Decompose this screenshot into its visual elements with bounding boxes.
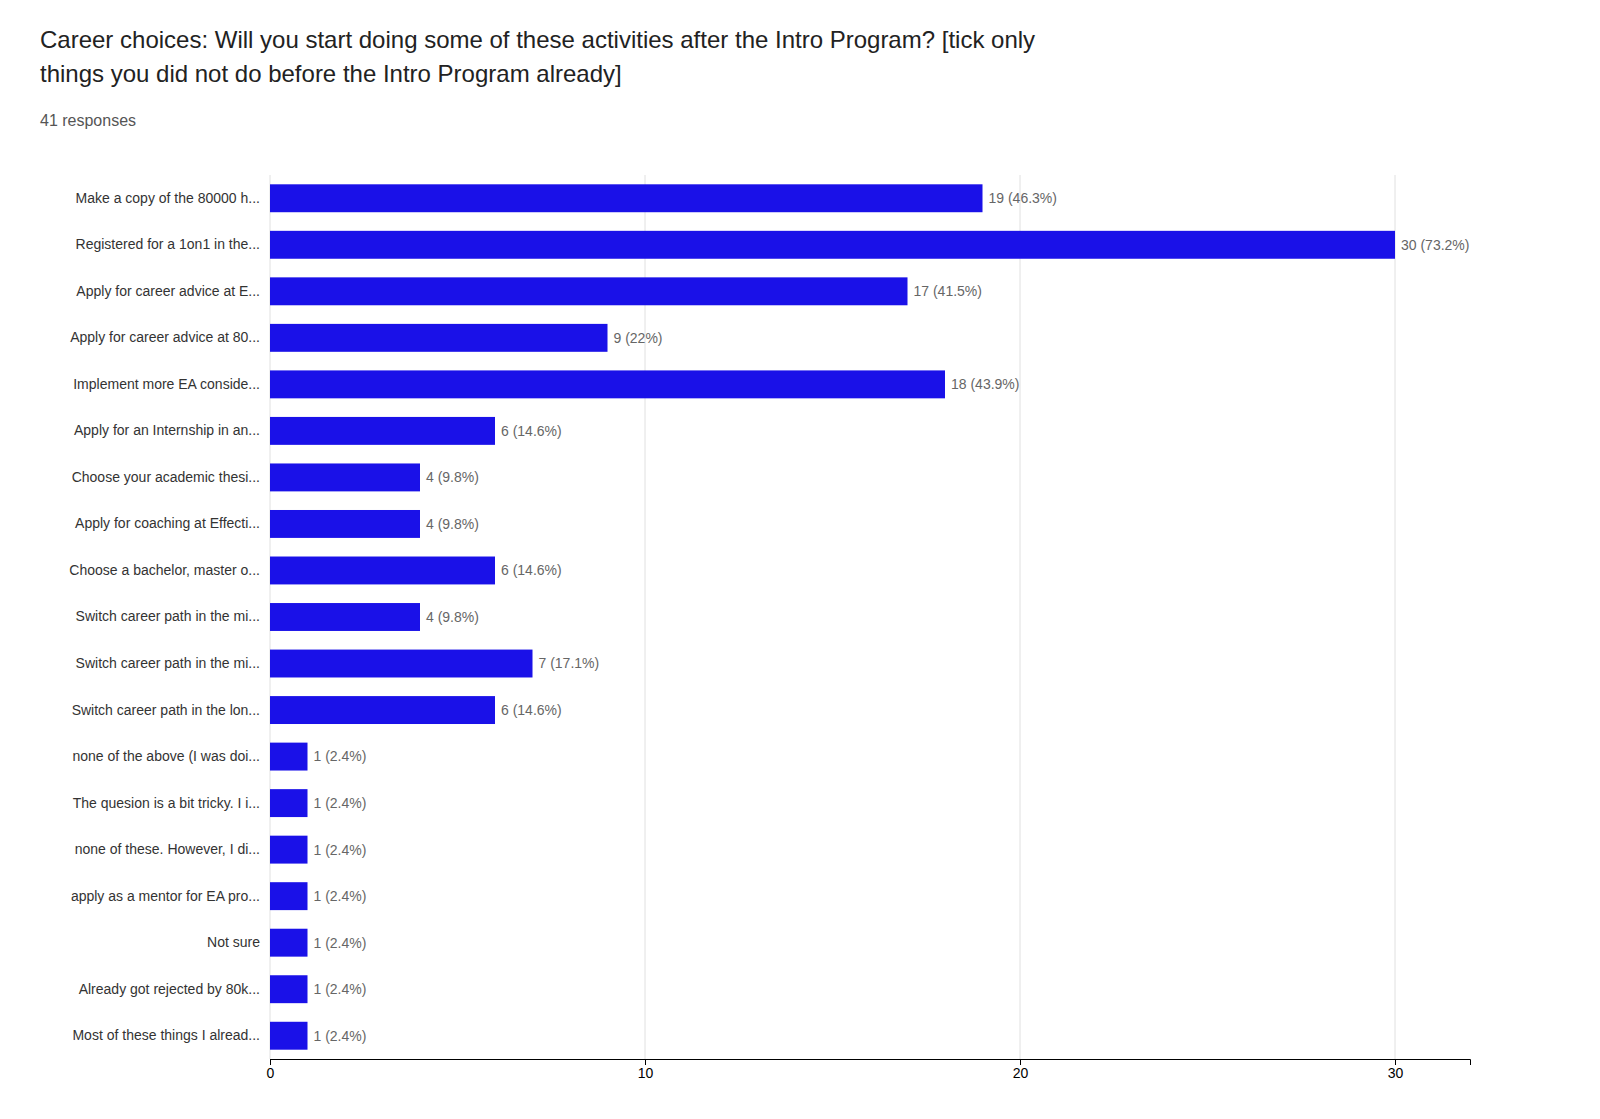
y-tick: Switch career path in the mi... bbox=[76, 655, 260, 671]
x-tick: 0 bbox=[267, 1059, 275, 1081]
x-tick: 30 bbox=[1388, 1059, 1404, 1081]
bar bbox=[270, 975, 308, 1003]
bar bbox=[270, 231, 1395, 259]
y-tick-label: Registered for a 1on1 in the... bbox=[76, 236, 260, 252]
data-label: 19 (46.3%) bbox=[989, 190, 1057, 206]
data-label: 1 (2.4%) bbox=[314, 935, 367, 951]
y-tick: Switch career path in the lon... bbox=[72, 702, 260, 718]
bar bbox=[270, 603, 420, 631]
bar bbox=[270, 463, 420, 491]
subtitle: 41 responses bbox=[40, 112, 136, 129]
x-tick-label: 0 bbox=[267, 1065, 275, 1081]
bars bbox=[270, 184, 1395, 1049]
grid-line bbox=[1020, 175, 1021, 1059]
x-tick-label: 30 bbox=[1388, 1065, 1404, 1081]
bar bbox=[270, 836, 308, 864]
x-tick-label: 20 bbox=[1013, 1065, 1029, 1081]
data-label: 1 (2.4%) bbox=[314, 1028, 367, 1044]
bar bbox=[270, 277, 908, 305]
bar bbox=[270, 324, 608, 352]
data-label: 1 (2.4%) bbox=[314, 888, 367, 904]
bar bbox=[270, 184, 983, 212]
x-tick: 20 bbox=[1013, 1059, 1029, 1081]
grid-line bbox=[1395, 175, 1396, 1059]
y-tick: Already got rejected by 80k... bbox=[79, 981, 260, 997]
y-tick-label: Apply for career advice at E... bbox=[76, 283, 260, 299]
y-tick: The quesion is a bit tricky. I i... bbox=[73, 795, 260, 811]
chart: Career choices: Will you start doing som… bbox=[0, 0, 1600, 1119]
y-tick: Choose your academic thesi... bbox=[72, 469, 260, 485]
y-tick: none of the above (I was doi... bbox=[72, 748, 260, 764]
y-tick: Apply for an Internship in an... bbox=[74, 422, 260, 438]
y-tick-label: Already got rejected by 80k... bbox=[79, 981, 260, 997]
data-label: 17 (41.5%) bbox=[914, 283, 982, 299]
y-tick-label: Switch career path in the mi... bbox=[76, 608, 260, 624]
bar bbox=[270, 743, 308, 771]
y-tick-label: Most of these things I alread... bbox=[72, 1027, 260, 1043]
bar bbox=[270, 696, 495, 724]
y-tick-label: apply as a mentor for EA pro... bbox=[71, 888, 260, 904]
data-label: 4 (9.8%) bbox=[426, 609, 479, 625]
y-tick-label: Choose your academic thesi... bbox=[72, 469, 260, 485]
y-tick: Apply for career advice at E... bbox=[76, 283, 260, 299]
data-label: 1 (2.4%) bbox=[314, 748, 367, 764]
y-tick: Apply for career advice at 80... bbox=[70, 329, 260, 345]
y-tick: Not sure bbox=[207, 934, 260, 950]
y-tick: Make a copy of the 80000 h... bbox=[76, 190, 260, 206]
bar bbox=[270, 557, 495, 585]
bar bbox=[270, 510, 420, 538]
bar bbox=[270, 1022, 308, 1050]
y-tick-label: Choose a bachelor, master o... bbox=[69, 562, 260, 578]
data-label: 4 (9.8%) bbox=[426, 469, 479, 485]
x-tick-label: 10 bbox=[638, 1065, 654, 1081]
y-tick-label: Apply for an Internship in an... bbox=[74, 422, 260, 438]
y-tick: Implement more EA conside... bbox=[73, 376, 260, 392]
bar bbox=[270, 789, 308, 817]
y-tick-label: Not sure bbox=[207, 934, 260, 950]
data-label: 6 (14.6%) bbox=[501, 562, 562, 578]
data-label: 7 (17.1%) bbox=[539, 655, 600, 671]
bar bbox=[270, 929, 308, 957]
title-group: Career choices: Will you start doing som… bbox=[40, 26, 1035, 87]
bar bbox=[270, 650, 533, 678]
data-label: 18 (43.9%) bbox=[951, 376, 1019, 392]
data-label: 6 (14.6%) bbox=[501, 702, 562, 718]
y-tick: Most of these things I alread... bbox=[72, 1027, 260, 1043]
x-axis-line bbox=[271, 1060, 1471, 1066]
data-labels: 19 (46.3%) 30 (73.2%) 17 (41.5%) 9 (22%) 18 … bbox=[314, 190, 1470, 1043]
data-label: 30 (73.2%) bbox=[1401, 237, 1469, 253]
y-tick: Switch career path in the mi... bbox=[76, 608, 260, 624]
data-label: 4 (9.8%) bbox=[426, 516, 479, 532]
bar bbox=[270, 417, 495, 445]
data-label: 1 (2.4%) bbox=[314, 842, 367, 858]
y-tick: Registered for a 1on1 in the... bbox=[76, 236, 260, 252]
y-tick: none of these. However, I di... bbox=[75, 841, 260, 857]
data-label: 6 (14.6%) bbox=[501, 423, 562, 439]
y-tick-label: none of these. However, I di... bbox=[75, 841, 260, 857]
y-tick-label: Apply for coaching at Effecti... bbox=[75, 515, 260, 531]
bar bbox=[270, 370, 945, 398]
data-label: 1 (2.4%) bbox=[314, 795, 367, 811]
y-tick: Choose a bachelor, master o... bbox=[69, 562, 260, 578]
y-tick: Apply for coaching at Effecti... bbox=[75, 515, 260, 531]
data-label: 9 (22%) bbox=[614, 330, 663, 346]
y-tick-label: Implement more EA conside... bbox=[73, 376, 260, 392]
grid bbox=[270, 175, 1395, 1059]
y-tick: apply as a mentor for EA pro... bbox=[71, 888, 260, 904]
y-tick-label: Switch career path in the mi... bbox=[76, 655, 260, 671]
y-tick-label: Switch career path in the lon... bbox=[72, 702, 260, 718]
plot-area: 19 (46.3%) 30 (73.2%) 17 (41.5%) 9 (22%) 18 … bbox=[69, 175, 1470, 1081]
y-tick-label: none of the above (I was doi... bbox=[72, 748, 260, 764]
title: Career choices: Will you start doing som… bbox=[40, 26, 1035, 53]
y-tick-label: Apply for career advice at 80... bbox=[70, 329, 260, 345]
x-tick: 10 bbox=[638, 1059, 654, 1081]
y-tick-label: The quesion is a bit tricky. I i... bbox=[73, 795, 260, 811]
y-tick-label: Make a copy of the 80000 h... bbox=[76, 190, 260, 206]
data-label: 1 (2.4%) bbox=[314, 981, 367, 997]
x-axis: 0 10 20 30 bbox=[267, 1059, 1471, 1081]
bar bbox=[270, 882, 308, 910]
y-axis: Make a copy of the 80000 h... Registered … bbox=[69, 190, 260, 1043]
title: things you did not do before the Intro P… bbox=[40, 60, 622, 87]
grid-line bbox=[645, 175, 646, 1059]
